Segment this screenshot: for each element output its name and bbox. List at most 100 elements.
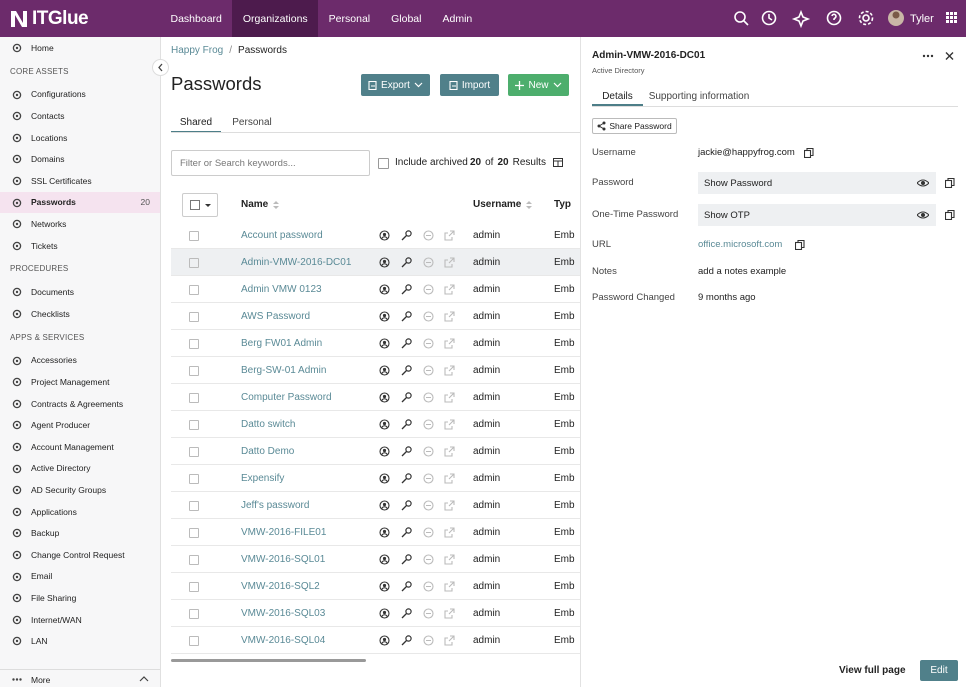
row-name[interactable]: Berg-SW-01 Admin — [241, 365, 327, 376]
secret-box[interactable]: Show OTP — [698, 204, 936, 226]
field-value[interactable]: office.microsoft.com — [698, 239, 783, 250]
table-row[interactable]: Berg-SW-01 Admin admin Emb — [171, 357, 580, 384]
row-checkbox[interactable] — [189, 501, 199, 511]
sidebar-item[interactable]: Email — [0, 566, 160, 588]
sidebar-item[interactable]: Locations — [0, 127, 160, 149]
sidebar-item[interactable]: Project Management — [0, 371, 160, 393]
row-name[interactable]: VMW-2016-SQL01 — [241, 554, 326, 565]
row-name[interactable]: VMW-2016-SQL04 — [241, 635, 326, 646]
sidebar-item[interactable]: SSL Certificates — [0, 170, 160, 192]
row-checkbox[interactable] — [189, 555, 199, 565]
include-archived[interactable]: Include archived — [395, 157, 468, 168]
toolbar-button[interactable]: Export — [361, 74, 430, 96]
table-row[interactable]: AWS Password admin Emb — [171, 303, 580, 330]
row-checkbox[interactable] — [189, 474, 199, 484]
row-name[interactable]: Account password — [241, 230, 323, 241]
sidebar-item[interactable]: Internet/WAN — [0, 609, 160, 631]
sidebar-item[interactable]: Tickets — [0, 235, 160, 257]
toolbar-button[interactable]: New — [508, 74, 569, 96]
table-row[interactable]: Admin-VMW-2016-DC01 admin Emb — [171, 249, 580, 276]
table-row[interactable]: Admin VMW 0123 admin Emb — [171, 276, 580, 303]
sidebar-item[interactable]: Contracts & Agreements — [0, 393, 160, 415]
sidebar-item[interactable]: Account Management — [0, 436, 160, 458]
row-checkbox[interactable] — [189, 420, 199, 430]
sidebar-item[interactable]: Passwords 20 — [0, 191, 160, 214]
table-row[interactable]: VMW-2016-SQL01 admin Emb — [171, 546, 580, 573]
sidebar-item[interactable]: Accessories — [0, 350, 160, 372]
table-row[interactable]: Datto switch admin Emb — [171, 411, 580, 438]
nav-item[interactable]: Personal — [328, 12, 371, 25]
sidebar-item[interactable]: AD Security Groups — [0, 479, 160, 501]
sidebar-item[interactable]: LAN — [0, 630, 160, 652]
logo[interactable]: ITGlue — [10, 0, 89, 37]
sidebar-item[interactable]: Change Control Request — [0, 544, 160, 566]
nav-item[interactable]: Organizations — [232, 0, 319, 37]
row-checkbox[interactable] — [189, 339, 199, 349]
sidebar-item[interactable]: Backup — [0, 522, 160, 544]
table-row[interactable]: Computer Password admin Emb — [171, 384, 580, 411]
sidebar-item[interactable]: Active Directory — [0, 458, 160, 480]
row-checkbox[interactable] — [189, 366, 199, 376]
table-row[interactable]: VMW-2016-FILE01 admin Emb — [171, 519, 580, 546]
sidebar-item[interactable]: Configurations — [0, 84, 160, 106]
column-header[interactable]: Username — [473, 199, 533, 210]
row-name[interactable]: VMW-2016-FILE01 — [241, 527, 327, 538]
row-checkbox[interactable] — [189, 285, 199, 295]
secret-box[interactable]: Show Password — [698, 172, 936, 194]
nav-item[interactable]: Dashboard — [170, 12, 222, 25]
collapse-button[interactable] — [152, 59, 169, 76]
sidebar-item[interactable]: Documents — [0, 281, 160, 303]
row-name[interactable]: Expensify — [241, 473, 285, 484]
user-name[interactable]: Tyler — [910, 12, 934, 25]
row-checkbox[interactable] — [189, 393, 199, 403]
column-header[interactable]: Name — [241, 199, 280, 210]
select-all[interactable] — [182, 193, 218, 217]
sidebar-item[interactable]: Agent Producer — [0, 414, 160, 436]
row-name[interactable]: Admin VMW 0123 — [241, 284, 322, 295]
nav-item[interactable]: Global — [391, 12, 422, 25]
checkbox[interactable] — [378, 158, 389, 169]
sidebar-item[interactable]: File Sharing — [0, 587, 160, 609]
table-row[interactable]: Account password admin Emb — [171, 222, 580, 249]
tab[interactable]: Shared — [171, 114, 221, 133]
row-name[interactable]: Admin-VMW-2016-DC01 — [241, 257, 352, 268]
row-checkbox[interactable] — [189, 312, 199, 322]
row-name[interactable]: AWS Password — [241, 311, 311, 322]
sidebar-item[interactable]: Contacts — [0, 105, 160, 127]
sidebar-item[interactable]: Domains — [0, 148, 160, 170]
row-name[interactable]: Computer Password — [241, 392, 332, 403]
row-checkbox[interactable] — [189, 258, 199, 268]
table-row[interactable]: Jeff's password admin Emb — [171, 492, 580, 519]
sidebar-item[interactable]: Home — [0, 37, 160, 59]
edit-button[interactable]: Edit — [920, 660, 958, 681]
share-button[interactable]: Share Password — [592, 118, 677, 134]
sidebar-item[interactable]: Checklists — [0, 303, 160, 325]
row-checkbox[interactable] — [189, 609, 199, 619]
row-name[interactable]: Datto switch — [241, 419, 296, 430]
breadcrumb-item[interactable]: Happy Frog — [171, 44, 224, 56]
row-name[interactable]: Datto Demo — [241, 446, 295, 457]
detail-tab[interactable]: Details — [592, 89, 643, 106]
table-row[interactable]: Datto Demo admin Emb — [171, 438, 580, 465]
nav-item[interactable]: Admin — [442, 12, 473, 25]
table-row[interactable]: Expensify admin Emb — [171, 465, 580, 492]
search-input[interactable]: Filter or Search keywords... — [171, 150, 370, 176]
row-checkbox[interactable] — [189, 582, 199, 592]
table-row[interactable]: VMW-2016-SQL04 admin Emb — [171, 627, 580, 654]
row-checkbox[interactable] — [189, 447, 199, 457]
table-row[interactable]: Berg FW01 Admin admin Emb — [171, 330, 580, 357]
table-row[interactable]: VMW-2016-SQL2 admin Emb — [171, 573, 580, 600]
row-name[interactable]: VMW-2016-SQL2 — [241, 581, 320, 592]
row-name[interactable]: Berg FW01 Admin — [241, 338, 323, 349]
table-row[interactable]: VMW-2016-SQL03 admin Emb — [171, 600, 580, 627]
view-full-page[interactable]: View full page — [839, 665, 906, 676]
detail-tab[interactable]: Supporting information — [648, 91, 750, 102]
sidebar-item[interactable]: Networks — [0, 213, 160, 235]
row-name[interactable]: Jeff's password — [241, 500, 310, 511]
toolbar-button[interactable]: Import — [440, 74, 499, 96]
more-item[interactable]: More — [0, 671, 160, 687]
row-checkbox[interactable] — [189, 528, 199, 538]
row-name[interactable]: VMW-2016-SQL03 — [241, 608, 326, 619]
row-checkbox[interactable] — [189, 636, 199, 646]
row-checkbox[interactable] — [189, 231, 199, 241]
